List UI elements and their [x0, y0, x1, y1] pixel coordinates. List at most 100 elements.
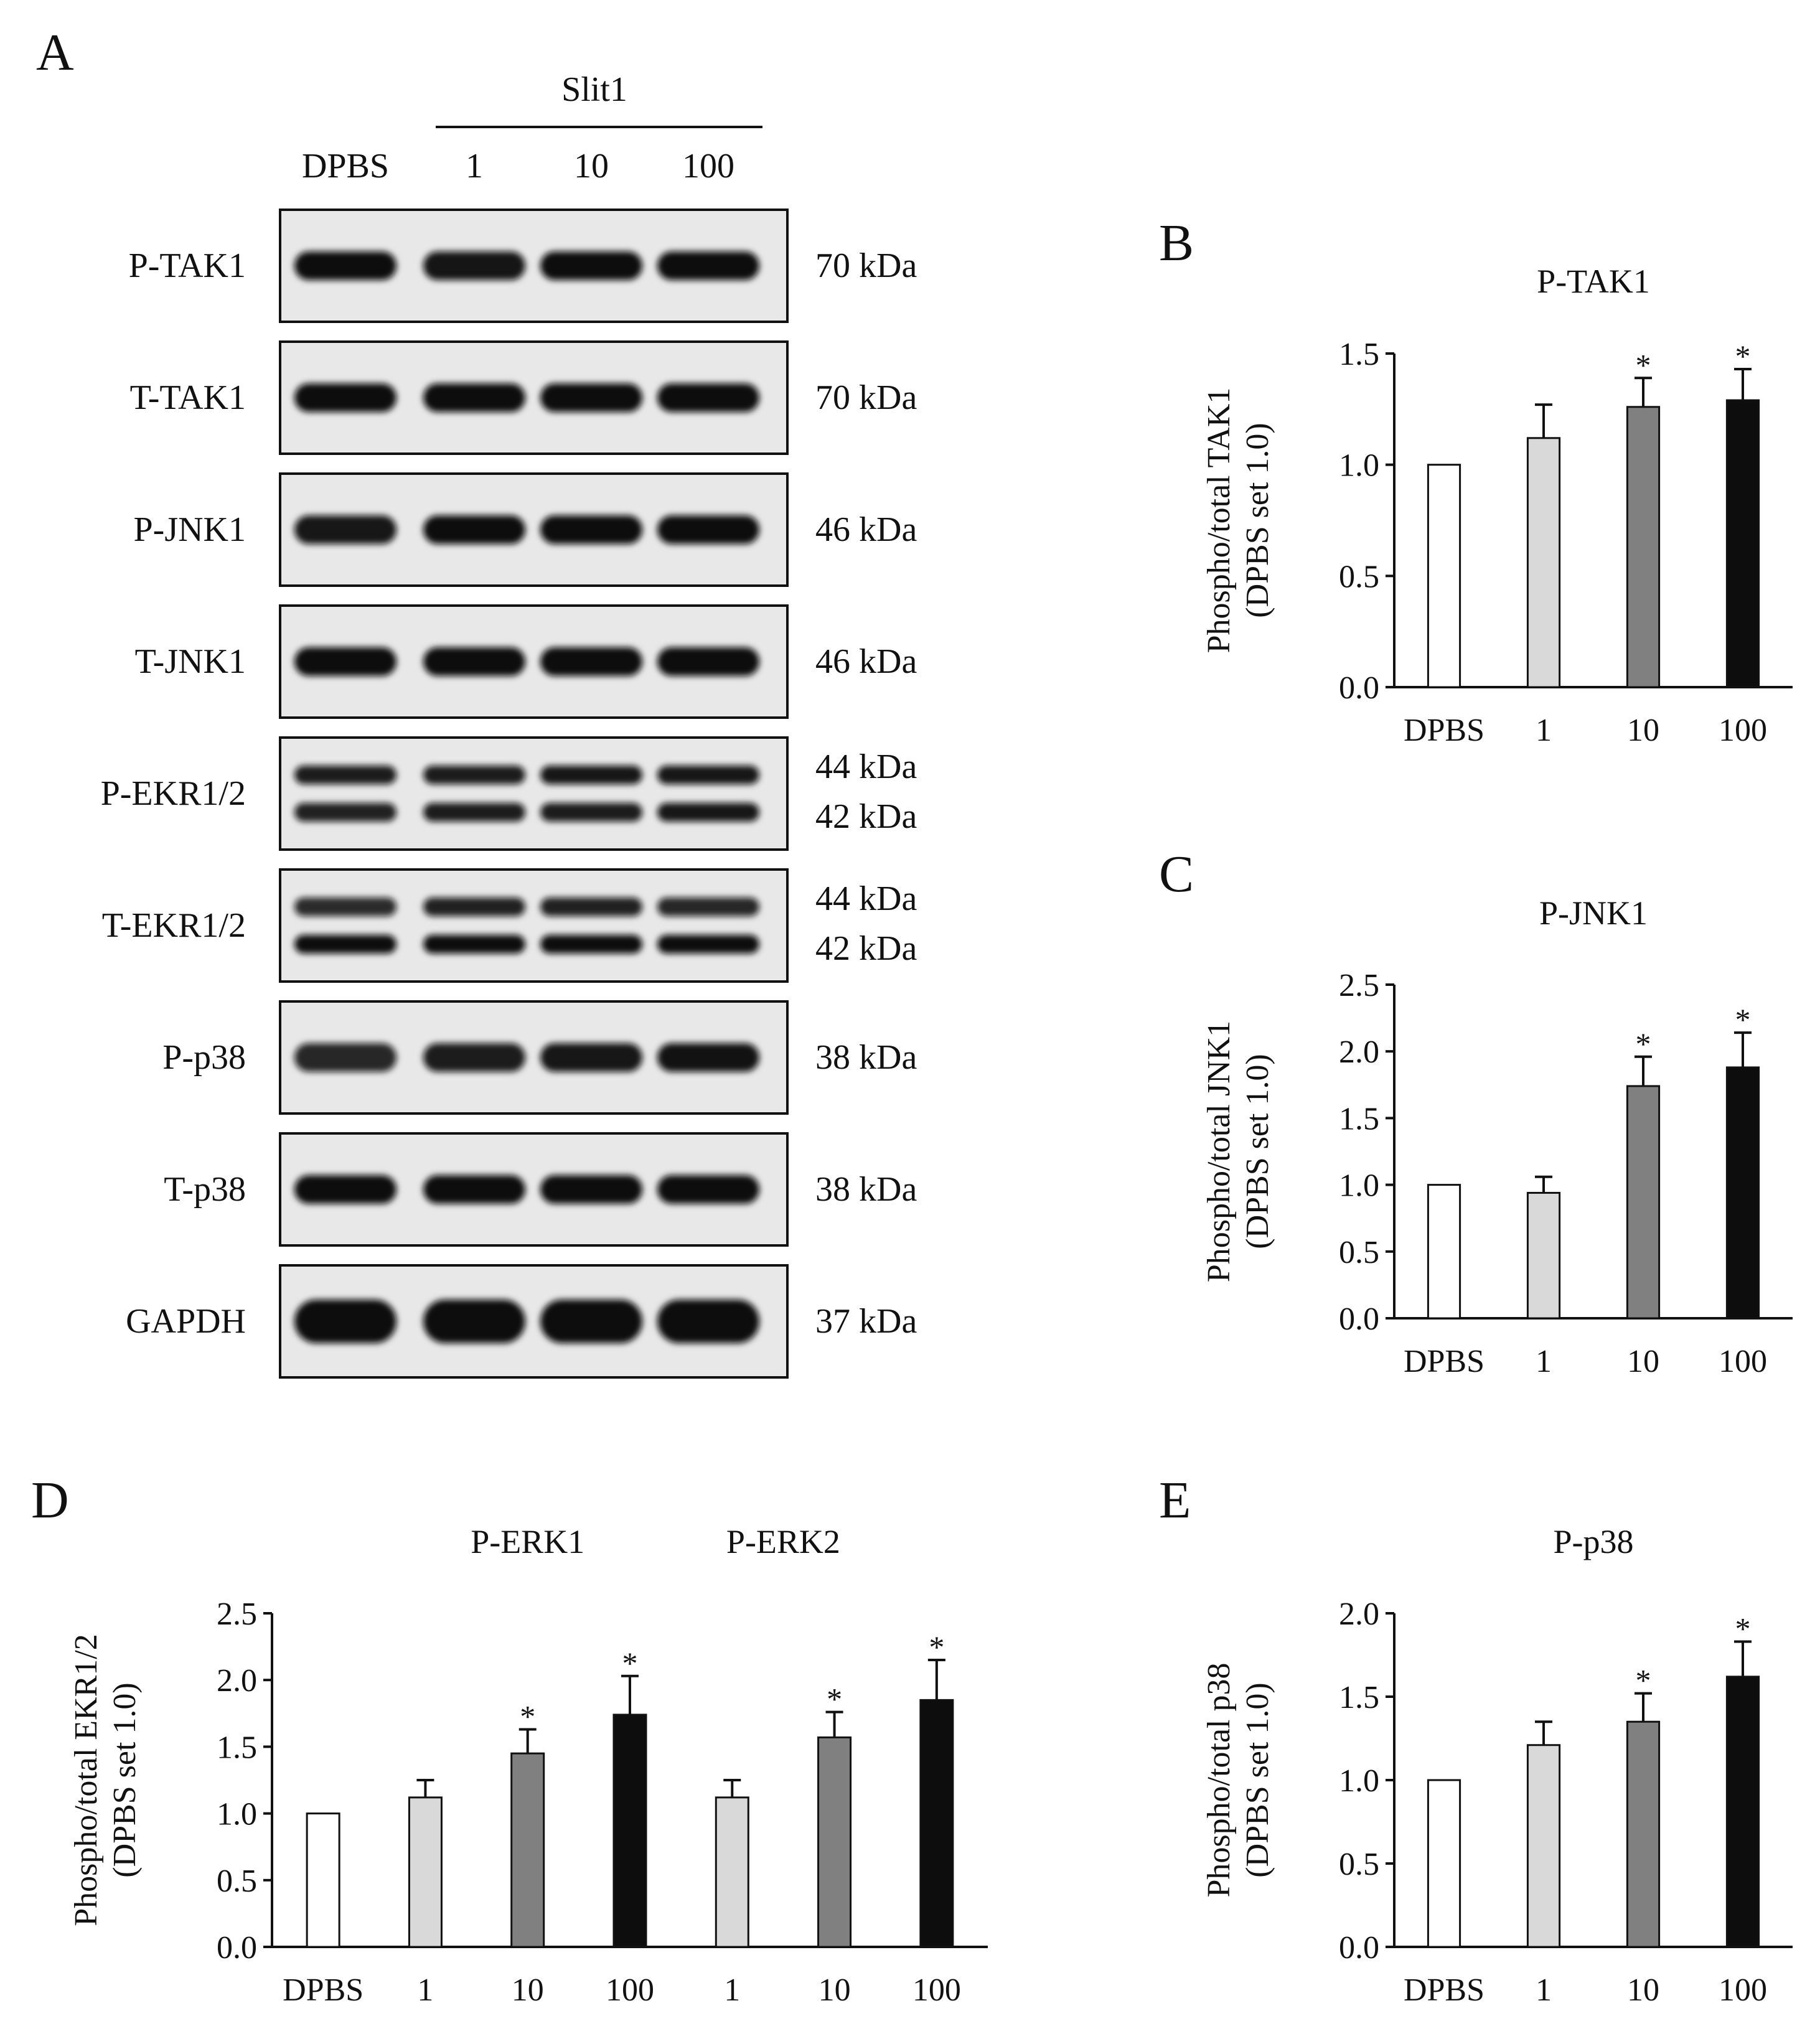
blot-row-p-p38: P-p38 38 kDa — [162, 1000, 917, 1115]
bar-10 — [1626, 1720, 1661, 1948]
x-tick-label: DPBS — [283, 1972, 364, 2008]
y-axis-subtitle: (DPBS set 1.0) — [1240, 1682, 1275, 1877]
x-tick-label: 10 — [819, 1972, 851, 2008]
chart-p-jnk1: 0.0 0.5 1.0 1.5 2.0 2.5 Phospho/total JNK1 (DPB… — [1201, 894, 1793, 1379]
blot-band — [423, 515, 525, 544]
blot-row-label: T-JNK1 — [135, 642, 246, 681]
y-tick-label: 2.0 — [1339, 1034, 1379, 1070]
x-tick-label: 10 — [1627, 1972, 1659, 2008]
y-tick-label: 0.0 — [1339, 670, 1379, 706]
blot-band — [423, 898, 525, 916]
y-tick-label: 1.5 — [1339, 1680, 1379, 1715]
y-tick-label: 0.0 — [1339, 1301, 1379, 1337]
blot-band — [423, 251, 525, 280]
x-tick-label: DPBS — [1404, 1344, 1485, 1379]
molecular-weight-label: 37 kDa — [815, 1302, 917, 1341]
blot-row-label: P-TAK1 — [129, 246, 246, 285]
significance-marker: * — [1735, 1002, 1751, 1037]
group-label-p-erk1: P-ERK1 — [471, 1523, 584, 1560]
molecular-weight-label: 46 kDa — [815, 642, 917, 681]
panel-letter-b: B — [1159, 214, 1194, 272]
y-tick-label: 0.0 — [1339, 1930, 1379, 1966]
blot-band — [657, 251, 759, 280]
blot-band — [540, 1043, 642, 1072]
molecular-weight-label: 42 kDa — [815, 929, 917, 968]
molecular-weight-label: 46 kDa — [815, 510, 917, 549]
significance-marker: * — [520, 1699, 535, 1734]
x-tick-label: 1 — [1536, 713, 1552, 748]
bar-1 — [715, 1796, 749, 1948]
blot-band — [657, 766, 759, 784]
y-tick-label: 1.0 — [217, 1797, 257, 1832]
blot-band — [657, 1043, 759, 1072]
blot-band — [657, 803, 759, 822]
y-tick-label: 1.0 — [1339, 1168, 1379, 1204]
lane-label-dpbs: DPBS — [302, 147, 389, 185]
molecular-weight-label: 38 kDa — [815, 1038, 917, 1077]
bar-100 — [1725, 1066, 1760, 1320]
panel-letter-d: D — [31, 1471, 69, 1529]
chart-title: P-TAK1 — [1537, 263, 1650, 300]
blot-row-label: T-EKR1/2 — [102, 906, 246, 945]
blot-band — [294, 647, 396, 676]
significance-marker: * — [827, 1682, 842, 1717]
x-tick-label: DPBS — [1404, 713, 1485, 748]
blot-band — [423, 803, 525, 822]
lane-label-10: 10 — [574, 147, 609, 185]
blot-band — [294, 383, 396, 412]
x-tick-label: 1 — [417, 1972, 433, 2008]
blot-band — [657, 898, 759, 916]
y-tick-label: 0.5 — [1339, 1235, 1379, 1270]
y-tick-label: 2.0 — [1339, 1596, 1379, 1632]
blot-band — [540, 383, 642, 412]
chart-title: P-p38 — [1553, 1523, 1633, 1560]
significance-marker: * — [1735, 1611, 1751, 1646]
y-tick-label: 1.0 — [1339, 448, 1379, 484]
blot-row-p-jnk1: P-JNK1 46 kDa — [134, 472, 917, 587]
bar-100 — [1725, 1676, 1760, 1948]
blot-row-t-ekr1-2: T-EKR1/2 44 kDa 42 kDa — [102, 868, 917, 983]
blot-row-t-jnk1: T-JNK1 46 kDa — [135, 604, 917, 719]
bar-10 — [510, 1752, 545, 1948]
panel-letter-e: E — [1159, 1471, 1191, 1529]
bar-10 — [817, 1736, 852, 1948]
y-tick-label: 0.5 — [1339, 559, 1379, 594]
bar-1 — [1526, 437, 1561, 688]
y-tick-label: 0.0 — [217, 1930, 257, 1966]
bar-1 — [1526, 1191, 1561, 1320]
lane-label-100: 100 — [682, 147, 734, 185]
significance-marker: * — [1636, 347, 1651, 382]
y-tick-label: 2.5 — [217, 1596, 257, 1632]
blot-row-label: P-p38 — [162, 1038, 246, 1077]
x-tick-label: 100 — [1719, 1344, 1767, 1379]
blot-band — [423, 1175, 525, 1204]
blot-row-p-tak1: P-TAK1 70 kDa — [129, 209, 917, 323]
x-tick-label: 1 — [1536, 1344, 1552, 1379]
blot-band — [423, 1300, 525, 1343]
blot-row-t-p38: T-p38 38 kDa — [164, 1132, 917, 1247]
y-axis-subtitle: (DPBS set 1.0) — [1240, 423, 1275, 617]
molecular-weight-label: 42 kDa — [815, 797, 917, 836]
bar-100 — [919, 1699, 954, 1948]
blot-band — [657, 1300, 759, 1343]
bar-dpbs — [1427, 464, 1461, 688]
blot-membrane — [279, 736, 789, 851]
significance-marker: * — [1636, 1663, 1651, 1698]
y-tick-label: 2.0 — [217, 1663, 257, 1699]
significance-marker: * — [1735, 339, 1751, 373]
y-axis-title: Phospho/total TAK1 — [1201, 388, 1237, 654]
y-tick-label: 1.5 — [1339, 1101, 1379, 1137]
x-tick-label: 10 — [1627, 713, 1659, 748]
blot-band — [657, 935, 759, 954]
blot-row-label: T-TAK1 — [130, 378, 246, 417]
significance-marker: * — [929, 1629, 944, 1664]
x-tick-label: 1 — [1536, 1972, 1552, 2008]
blot-row-gapdh: GAPDH 37 kDa — [126, 1264, 917, 1379]
y-tick-label: 2.5 — [1339, 968, 1379, 1003]
blot-band — [294, 1043, 396, 1072]
bar-1 — [1526, 1744, 1561, 1948]
blot-row-label: P-EKR1/2 — [101, 774, 246, 813]
bar-dpbs — [1427, 1779, 1461, 1948]
blot-band — [657, 647, 759, 676]
